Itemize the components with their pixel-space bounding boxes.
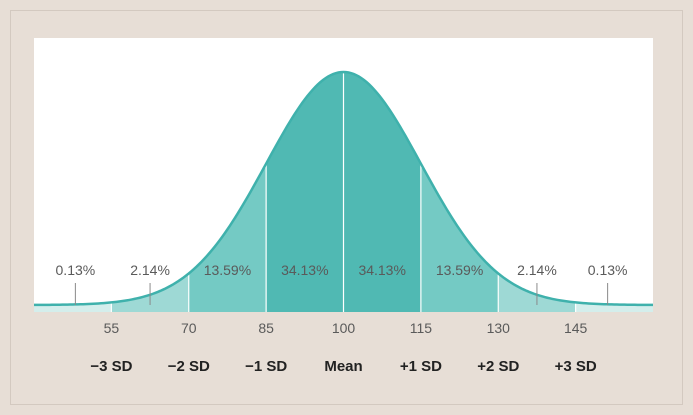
- x-tick-label: 85: [258, 320, 274, 336]
- region-percent-label: 2.14%: [517, 262, 557, 278]
- sd-label: +1 SD: [400, 358, 442, 375]
- x-tick-label: 130: [487, 320, 511, 336]
- region-percent-label: 0.13%: [588, 262, 628, 278]
- x-tick-label: 115: [410, 320, 433, 336]
- sd-label: Mean: [324, 358, 362, 375]
- region-fill: [266, 72, 344, 312]
- region-fill: [498, 273, 576, 312]
- sd-label: −1 SD: [245, 358, 287, 375]
- sd-label: +2 SD: [477, 358, 519, 375]
- region-percent-label: 34.13%: [358, 262, 405, 278]
- x-tick-label: 55: [104, 320, 120, 336]
- region-fill: [111, 273, 189, 312]
- sd-label: −2 SD: [168, 358, 210, 375]
- region-percent-label: 2.14%: [130, 262, 170, 278]
- region-percent-label: 0.13%: [56, 262, 96, 278]
- bell-curve-line: [33, 70, 654, 307]
- region-percent-label: 13.59%: [436, 262, 483, 278]
- region-percent-label: 13.59%: [204, 262, 251, 278]
- sd-label: −3 SD: [90, 358, 132, 375]
- region-percent-label: 34.13%: [281, 262, 328, 278]
- sd-label: +3 SD: [555, 358, 597, 375]
- x-tick-label: 70: [181, 320, 197, 336]
- x-tick-label: 100: [332, 320, 356, 336]
- chart-frame: [10, 10, 683, 405]
- region-fill: [343, 72, 421, 312]
- x-tick-label: 145: [564, 320, 588, 336]
